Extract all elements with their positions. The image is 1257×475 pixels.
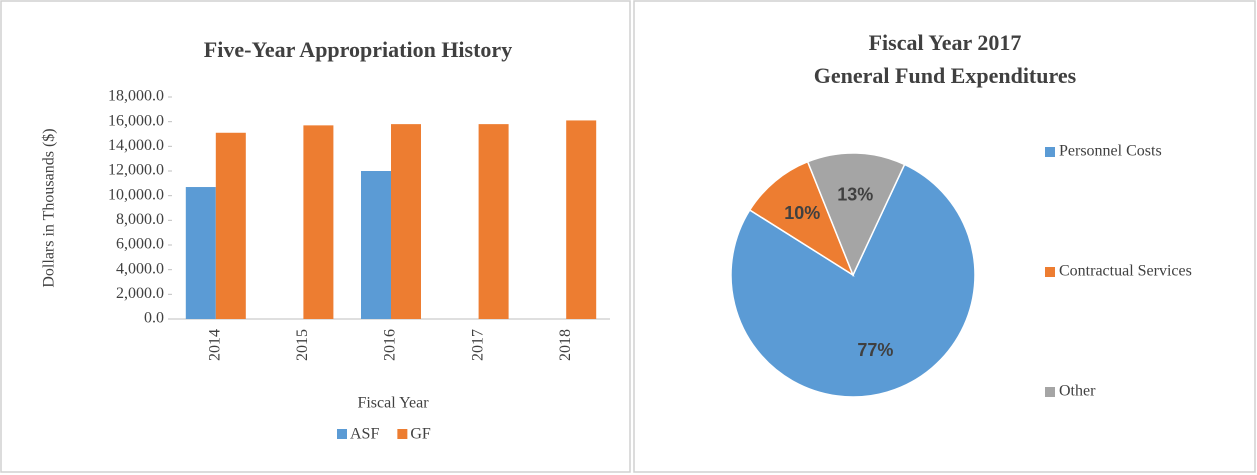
y-tick-label: 12,000.0 [108, 162, 164, 179]
x-tick-label: 2017 [469, 329, 486, 361]
data-label: 77% [857, 340, 893, 360]
y-tick-label: 4,000.0 [116, 260, 164, 277]
pie-title: Fiscal Year 2017 [869, 30, 1022, 55]
legend-label: ASF [350, 426, 379, 443]
legend-swatch [397, 429, 408, 439]
legend-swatch [1045, 147, 1055, 157]
bar [185, 187, 216, 319]
x-tick-label: 2018 [557, 329, 574, 361]
data-label: 13% [837, 184, 873, 204]
y-tick-label: 2,000.0 [116, 285, 164, 302]
bar [303, 125, 334, 319]
pie-slice [748, 160, 855, 277]
y-tick-label: 10,000.0 [108, 186, 164, 203]
legend-label: Other [1059, 383, 1096, 400]
legend-label: GF [410, 426, 431, 443]
y-tick-label: 18,000.0 [108, 88, 164, 105]
bar [391, 124, 421, 319]
pie-slice [806, 152, 906, 277]
bar [566, 120, 597, 319]
pie-slice [730, 163, 976, 398]
y-axis-label: Dollars in Thousands ($) [41, 128, 58, 287]
y-tick-label: 8,000.0 [116, 211, 164, 228]
legend-label: Personnel Costs [1059, 143, 1162, 160]
bar [215, 132, 246, 319]
x-tick-label: 2014 [206, 329, 223, 361]
y-tick-label: 0.0 [144, 310, 164, 327]
legend-swatch [1045, 267, 1055, 277]
x-axis-label: Fiscal Year [357, 395, 429, 412]
legend-label: Contractual Services [1059, 263, 1192, 280]
x-tick-label: 2016 [382, 329, 399, 361]
bar [478, 124, 509, 319]
pie-title: General Fund Expenditures [814, 63, 1077, 88]
bar-title: Five-Year Appropriation History [204, 37, 512, 62]
data-label: 10% [784, 203, 820, 223]
bar [361, 171, 391, 319]
legend-swatch [337, 429, 347, 439]
legend-swatch [1045, 387, 1055, 397]
x-tick-label: 2015 [294, 329, 311, 361]
y-tick-label: 14,000.0 [108, 137, 164, 154]
y-tick-label: 16,000.0 [108, 112, 164, 129]
y-tick-label: 6,000.0 [116, 236, 164, 253]
